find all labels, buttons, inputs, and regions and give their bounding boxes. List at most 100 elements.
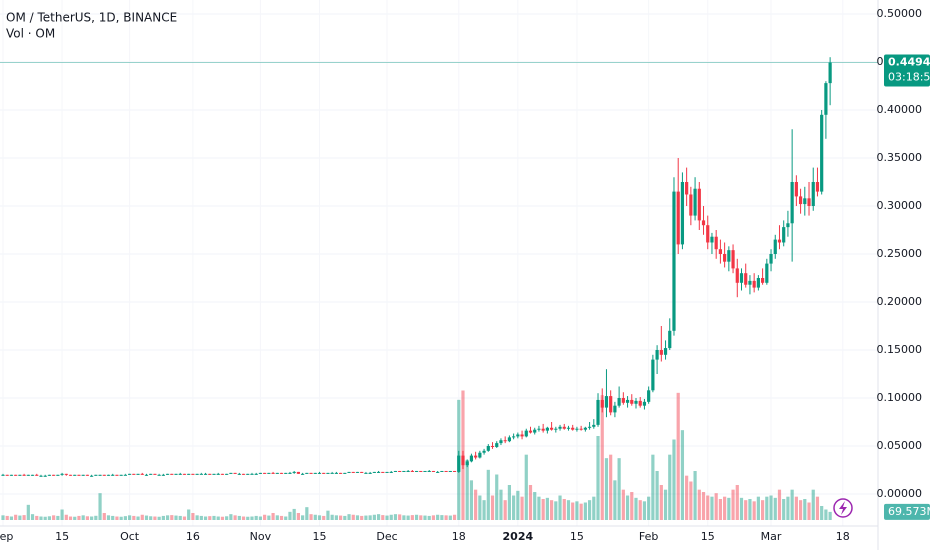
candle-body: [689, 194, 693, 216]
volume-bar: [663, 489, 668, 520]
volume-bar: [381, 515, 385, 520]
volume-bar: [136, 516, 140, 520]
volume-bar: [680, 430, 685, 520]
volume-bar: [592, 496, 596, 520]
candle-body: [178, 473, 182, 475]
candle-body: [461, 455, 465, 466]
candle-body: [339, 472, 343, 474]
candle-body: [427, 470, 431, 472]
volume-bar: [583, 502, 587, 520]
candle-body: [85, 474, 89, 476]
volume-bar: [533, 492, 537, 520]
volume-bar: [604, 458, 609, 520]
candle-body: [9, 474, 14, 476]
candle-body: [52, 474, 56, 476]
candle-body: [313, 472, 317, 474]
candle-body: [807, 198, 811, 206]
volume-bar: [149, 516, 153, 520]
volume-bar: [385, 515, 389, 520]
x-tick-label: Feb: [639, 530, 658, 543]
candle-body: [144, 474, 149, 476]
volume-title: Vol · OM: [6, 27, 55, 41]
volume-bar: [537, 496, 541, 520]
candle-body: [22, 474, 26, 476]
candle-body: [659, 350, 663, 355]
candle-body: [524, 430, 528, 437]
volume-bar: [668, 454, 672, 520]
volume-bar: [782, 499, 786, 520]
x-tick-label: 18: [836, 530, 850, 543]
y-tick-label: 0.50000: [877, 7, 923, 20]
volume-bar: [550, 500, 554, 520]
volume-bar: [106, 515, 111, 520]
volume-bar: [191, 513, 195, 520]
candle-body: [668, 330, 672, 349]
candle-body: [398, 470, 402, 472]
candle-body: [296, 471, 300, 474]
volume-bar: [254, 515, 258, 520]
candle-body: [203, 473, 208, 475]
volume-bar: [153, 516, 157, 520]
volume-bar: [558, 495, 562, 520]
candle-body: [815, 182, 820, 192]
volume-bar: [351, 514, 355, 520]
candle-body: [452, 470, 457, 472]
volume-bar: [465, 459, 469, 520]
volume-bar: [554, 501, 558, 520]
candle-body: [263, 472, 267, 474]
candle-body: [444, 470, 448, 472]
volume-bar: [824, 509, 828, 520]
volume-bar: [474, 489, 478, 520]
volume-bar: [436, 514, 440, 520]
volume-bar: [609, 454, 613, 520]
volume-bar: [343, 515, 347, 520]
candle-body: [423, 470, 427, 472]
candle-body: [368, 472, 372, 474]
candle-body: [233, 472, 237, 474]
volume-bar: [203, 516, 208, 520]
volume-bar: [714, 493, 718, 520]
volume-bar: [241, 516, 246, 520]
candle-body: [123, 474, 127, 476]
volume-bar: [617, 458, 621, 520]
volume-bar: [267, 515, 271, 520]
volume-bar: [263, 514, 267, 520]
candle-body: [119, 474, 123, 476]
volume-bar: [123, 516, 127, 520]
candle-body: [600, 399, 604, 408]
volume-bar: [718, 499, 722, 520]
volume-bar: [305, 507, 309, 520]
volume-bar: [727, 497, 731, 520]
x-tick-label: 15: [55, 530, 69, 543]
volume-bar: [292, 508, 296, 520]
candle-body: [30, 474, 35, 476]
volume-bar: [182, 516, 187, 520]
candle-body: [697, 188, 701, 221]
candle-body: [309, 472, 313, 474]
candle-body: [322, 472, 326, 474]
candle-body: [790, 182, 794, 224]
candle-body: [663, 348, 668, 355]
alert-icon[interactable]: [833, 498, 853, 518]
volume-bar: [68, 516, 73, 520]
candle-body: [343, 472, 347, 474]
volume-bar: [90, 516, 94, 520]
volume-bar: [655, 471, 659, 520]
volume-bar: [216, 516, 220, 520]
candle-body: [47, 474, 52, 476]
volume-bar: [212, 515, 216, 520]
candle-body: [630, 399, 634, 404]
candle-body: [39, 475, 43, 477]
volume-bar: [613, 480, 617, 520]
volume-bar: [685, 475, 689, 520]
candle-body: [486, 446, 490, 451]
candle-body: [254, 473, 258, 475]
volume-bar: [630, 492, 634, 520]
candle-body: [579, 428, 583, 430]
axes: 0.00000 0.05000 0.10000 0.15000 0.20000 0.250…: [0, 7, 932, 543]
countdown-label: 03:18:55: [888, 71, 932, 84]
volume-bar: [638, 500, 642, 520]
candle-body: [756, 278, 760, 288]
candle-body: [5, 474, 9, 476]
